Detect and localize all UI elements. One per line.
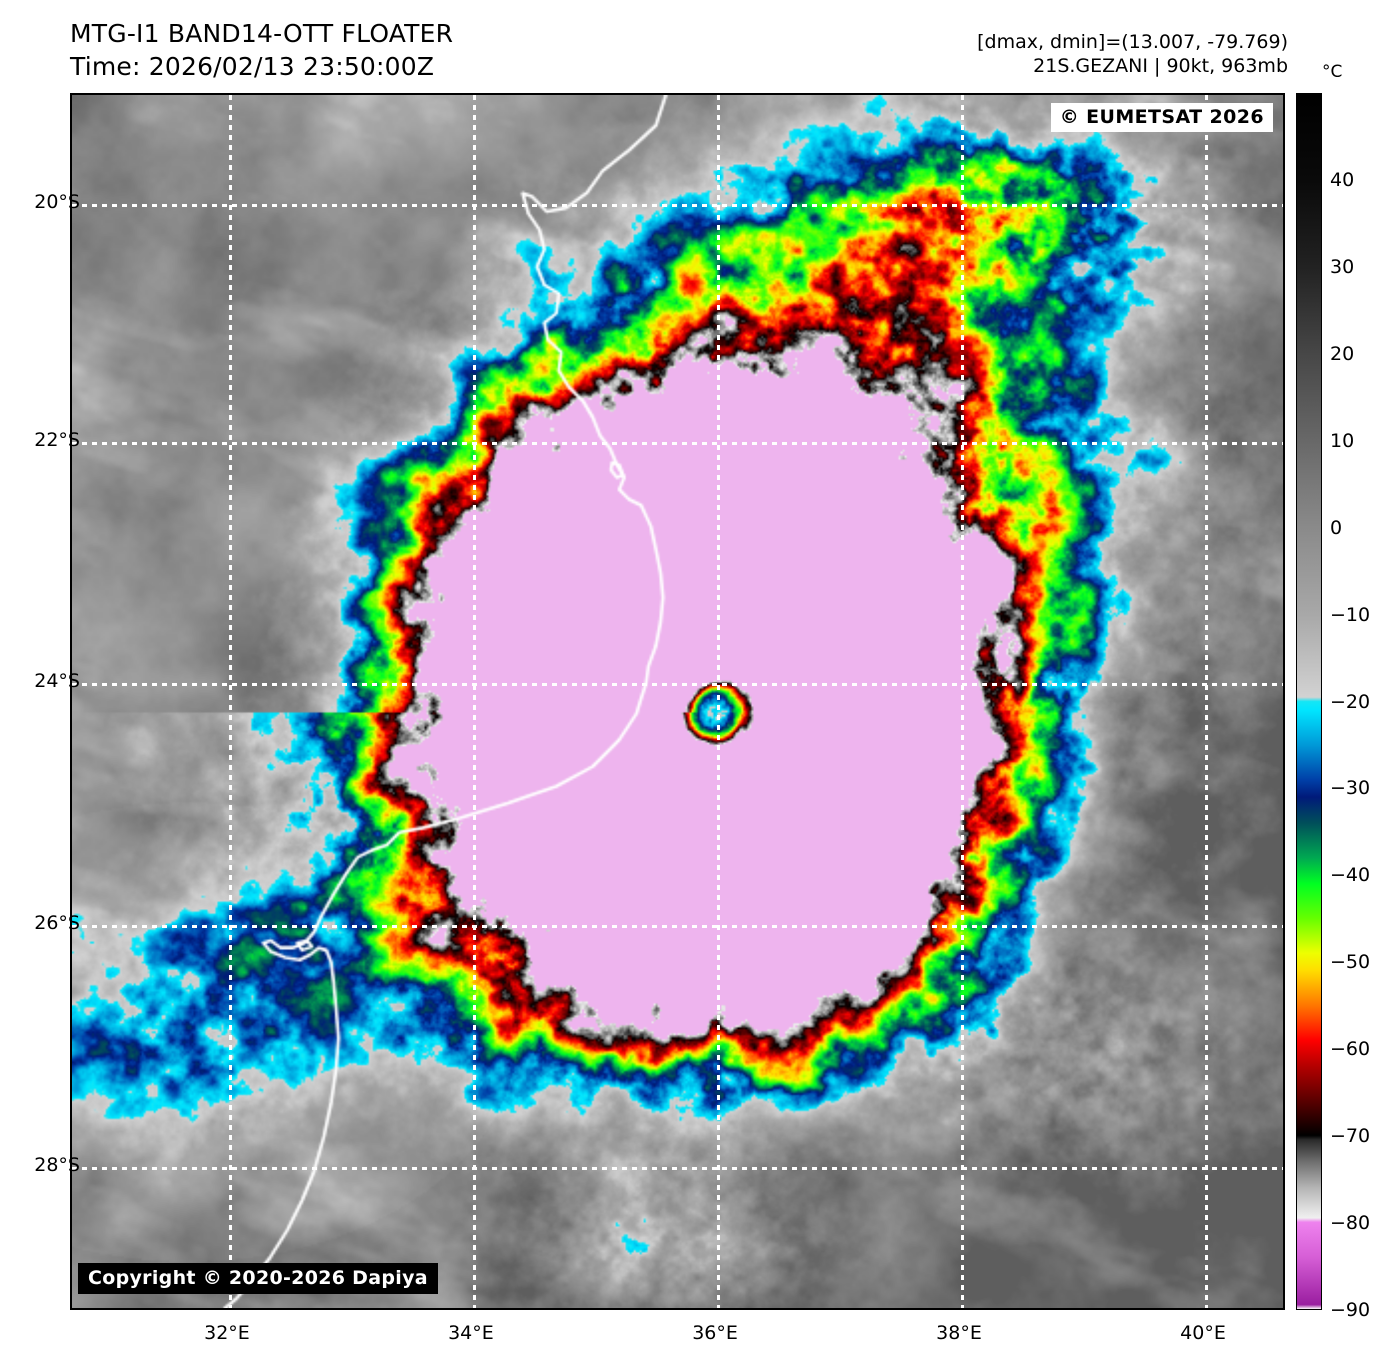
ytick-22: 22°S <box>34 429 80 452</box>
temperature-colorbar[interactable] <box>1296 93 1322 1310</box>
eumetsat-watermark: © EUMETSAT 2026 <box>1050 103 1273 132</box>
satellite-infrared-raster <box>72 95 1283 1308</box>
cbtick--10: −10 <box>1330 603 1371 626</box>
cbtick--30: −30 <box>1330 777 1371 800</box>
page-title: MTG-I1 BAND14-OTT FLOATER <box>70 19 454 48</box>
ytick-26: 26°S <box>34 912 80 935</box>
cbtick--70: −70 <box>1330 1125 1371 1148</box>
xtick-34: 34°E <box>448 1322 494 1344</box>
dmax-dmin-label: [dmax, dmin]=(13.007, -79.769) <box>977 31 1288 53</box>
copyright-watermark: Copyright © 2020-2026 Dapiya <box>78 1263 438 1294</box>
cbtick-10: 10 <box>1330 429 1355 452</box>
header-metadata-block: [dmax, dmin]=(13.007, -79.769) 21S.GEZAN… <box>977 30 1288 79</box>
ir-canvas <box>72 95 1283 1308</box>
xtick-40: 40°E <box>1180 1322 1226 1344</box>
ytick-24: 24°S <box>34 670 80 693</box>
cbtick-0: 0 <box>1330 516 1343 539</box>
cbtick--60: −60 <box>1330 1038 1371 1061</box>
xtick-36: 36°E <box>692 1322 738 1344</box>
cbtick--20: −20 <box>1330 690 1371 713</box>
cbtick--50: −50 <box>1330 951 1371 974</box>
colorbar-units-label: °C <box>1322 62 1343 82</box>
ytick-20: 20°S <box>34 191 80 214</box>
cbtick--40: −40 <box>1330 864 1371 887</box>
cbtick-20: 20 <box>1330 342 1355 365</box>
xtick-38: 38°E <box>936 1322 982 1344</box>
storm-info-label: 21S.GEZANI | 90kt, 963mb <box>1033 55 1288 78</box>
cbtick--80: −80 <box>1330 1212 1371 1235</box>
cbtick--90: −90 <box>1330 1299 1371 1321</box>
timestamp-label: Time: 2026/02/13 23:50:00Z <box>70 51 435 81</box>
colorbar-gradient <box>1297 94 1321 1309</box>
xtick-32: 32°E <box>204 1322 250 1344</box>
cbtick-30: 30 <box>1330 255 1355 278</box>
cbtick-40: 40 <box>1330 168 1355 191</box>
header-title-block: MTG-I1 BAND14-OTT FLOATER Time: 2026/02/… <box>70 18 453 83</box>
satellite-image-plot[interactable]: © EUMETSAT 2026 Copyright © 2020-2026 Da… <box>70 93 1285 1310</box>
ytick-28: 28°S <box>34 1153 80 1176</box>
